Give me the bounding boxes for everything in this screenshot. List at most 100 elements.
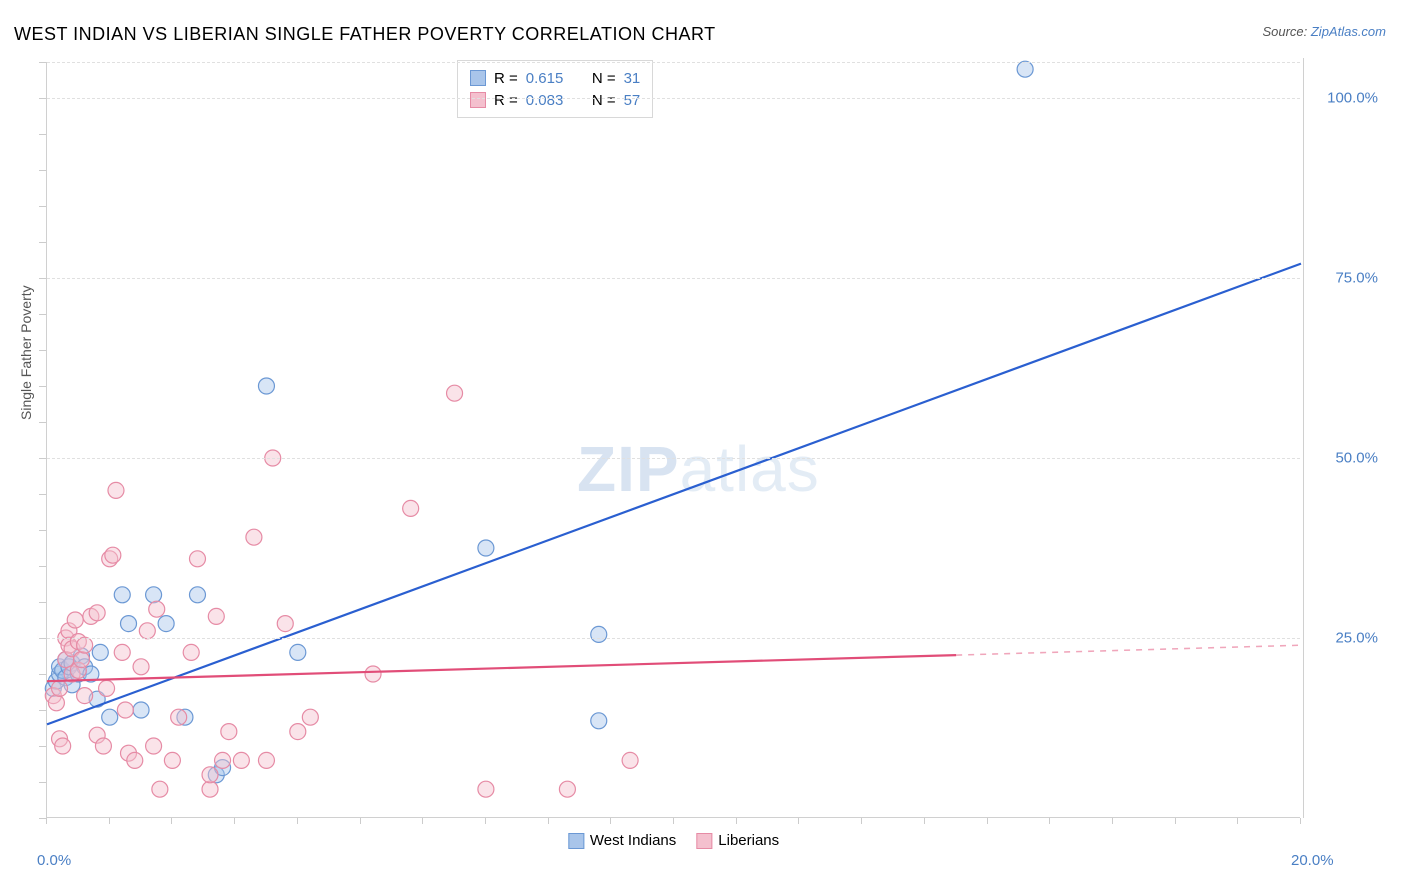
data-point [559, 781, 575, 797]
data-point [108, 482, 124, 498]
regression-line [47, 264, 1301, 725]
y-tick-mark [39, 602, 46, 603]
data-point [246, 529, 262, 545]
x-tick-mark [1112, 818, 1113, 824]
y-tick-label: 25.0% [1335, 630, 1378, 647]
x-tick-mark [360, 818, 361, 824]
x-tick-mark [1300, 818, 1301, 824]
legend-r-label: R = [494, 70, 518, 87]
legend-r-label: R = [494, 92, 518, 109]
data-point [133, 659, 149, 675]
data-point [290, 644, 306, 660]
series-legend-item: West Indians [568, 832, 676, 849]
y-tick-mark [39, 422, 46, 423]
data-point [1017, 61, 1033, 77]
data-point [114, 587, 130, 603]
grid-line [47, 98, 1300, 99]
data-point [202, 767, 218, 783]
data-point [149, 601, 165, 617]
data-point [290, 724, 306, 740]
legend-row: R = 0.615 N = 31 [470, 67, 640, 89]
y-tick-mark [39, 458, 46, 459]
x-tick-mark [861, 818, 862, 824]
data-point [48, 695, 64, 711]
series-legend-label: West Indians [590, 832, 676, 849]
y-tick-mark [39, 242, 46, 243]
data-point [171, 709, 187, 725]
series-legend-label: Liberians [718, 832, 779, 849]
data-point [152, 781, 168, 797]
y-tick-mark [39, 134, 46, 135]
x-tick-mark [987, 818, 988, 824]
data-point [277, 616, 293, 632]
data-point [146, 738, 162, 754]
y-tick-mark [39, 746, 46, 747]
data-point [365, 666, 381, 682]
grid-line [47, 458, 1300, 459]
data-point [478, 781, 494, 797]
data-point [52, 680, 68, 696]
x-tick-mark [234, 818, 235, 824]
legend-r-value: 0.083 [526, 92, 564, 109]
x-tick-mark [109, 818, 110, 824]
data-point [55, 738, 71, 754]
data-point [233, 752, 249, 768]
legend-row: R = 0.083 N = 57 [470, 89, 640, 111]
x-tick-mark [1049, 818, 1050, 824]
legend-swatch [470, 70, 486, 86]
y-tick-mark [39, 782, 46, 783]
y-tick-mark [39, 674, 46, 675]
y-tick-mark [39, 530, 46, 531]
x-tick-mark [171, 818, 172, 824]
data-point [139, 623, 155, 639]
right-axis-line [1303, 58, 1304, 818]
x-tick-mark [1175, 818, 1176, 824]
x-tick-mark [736, 818, 737, 824]
data-point [164, 752, 180, 768]
y-tick-label: 75.0% [1335, 270, 1378, 287]
x-tick-mark [46, 818, 47, 824]
y-tick-mark [39, 386, 46, 387]
data-point [121, 616, 137, 632]
series-legend: West Indians Liberians [568, 832, 779, 849]
data-point [102, 709, 118, 725]
y-tick-label: 100.0% [1327, 90, 1378, 107]
legend-swatch [470, 92, 486, 108]
x-tick-mark [297, 818, 298, 824]
data-point [158, 616, 174, 632]
data-point [258, 378, 274, 394]
data-point [221, 724, 237, 740]
data-point [114, 644, 130, 660]
x-tick-mark [1237, 818, 1238, 824]
data-point [478, 540, 494, 556]
legend-n-label: N = [592, 92, 616, 109]
data-point [99, 680, 115, 696]
y-tick-mark [39, 494, 46, 495]
y-tick-mark [39, 62, 46, 63]
x-tick-label: 0.0% [37, 852, 71, 869]
source-link[interactable]: ZipAtlas.com [1311, 24, 1386, 39]
data-point [73, 652, 89, 668]
x-tick-label: 20.0% [1291, 852, 1334, 869]
data-point [95, 738, 111, 754]
data-point [133, 702, 149, 718]
grid-line [47, 62, 1300, 63]
grid-line [47, 278, 1300, 279]
x-tick-mark [610, 818, 611, 824]
x-tick-mark [924, 818, 925, 824]
legend-n-label: N = [592, 70, 616, 87]
data-point [202, 781, 218, 797]
x-tick-mark [422, 818, 423, 824]
data-point [105, 547, 121, 563]
regression-line [47, 655, 956, 681]
stats-legend: R = 0.615 N = 31R = 0.083 N = 57 [457, 60, 653, 118]
source-prefix: Source: [1262, 24, 1310, 39]
y-tick-mark [39, 206, 46, 207]
data-point [403, 500, 419, 516]
x-tick-mark [673, 818, 674, 824]
x-tick-mark [485, 818, 486, 824]
y-tick-mark [39, 638, 46, 639]
data-point [591, 626, 607, 642]
y-tick-mark [39, 710, 46, 711]
x-tick-mark [798, 818, 799, 824]
